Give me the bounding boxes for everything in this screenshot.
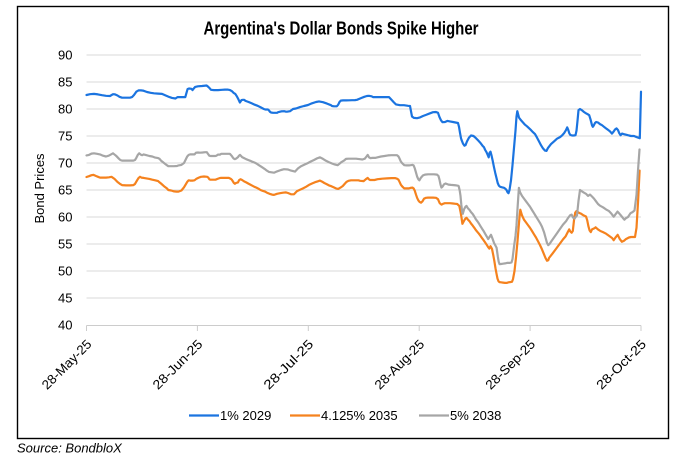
svg-text:60: 60: [58, 210, 72, 225]
svg-text:45: 45: [58, 291, 72, 306]
svg-text:80: 80: [58, 102, 72, 117]
svg-text:75: 75: [58, 129, 72, 144]
svg-text:Argentina's Dollar Bonds Spike: Argentina's Dollar Bonds Spike Higher: [204, 19, 479, 39]
svg-text:Source: BondbloX: Source: BondbloX: [17, 441, 123, 456]
svg-text:40: 40: [58, 318, 72, 333]
svg-text:70: 70: [58, 156, 72, 171]
svg-text:Bond Prices: Bond Prices: [32, 153, 47, 224]
svg-text:90: 90: [58, 48, 72, 63]
svg-text:4.125% 2035: 4.125% 2035: [321, 408, 398, 423]
svg-text:85: 85: [58, 75, 72, 90]
svg-text:1% 2029: 1% 2029: [220, 408, 271, 423]
svg-text:65: 65: [58, 183, 72, 198]
svg-text:50: 50: [58, 264, 72, 279]
svg-text:55: 55: [58, 237, 72, 252]
svg-text:5% 2038: 5% 2038: [450, 408, 501, 423]
